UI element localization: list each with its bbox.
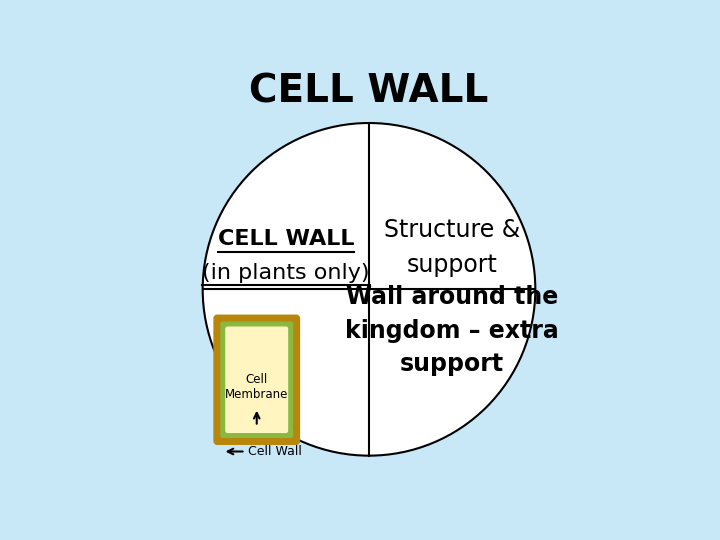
- Text: (in plants only): (in plants only): [202, 262, 369, 283]
- Text: Cell Wall: Cell Wall: [248, 445, 302, 458]
- FancyBboxPatch shape: [215, 316, 299, 443]
- FancyBboxPatch shape: [221, 322, 292, 437]
- Text: Cell
Membrane: Cell Membrane: [225, 373, 289, 401]
- Text: CELL WALL: CELL WALL: [249, 73, 489, 111]
- Text: CELL WALL: CELL WALL: [217, 230, 354, 249]
- FancyBboxPatch shape: [226, 327, 287, 433]
- Text: Structure &
support: Structure & support: [384, 218, 521, 278]
- Circle shape: [203, 123, 535, 456]
- Text: Wall around the
kingdom – extra
support: Wall around the kingdom – extra support: [346, 286, 559, 376]
